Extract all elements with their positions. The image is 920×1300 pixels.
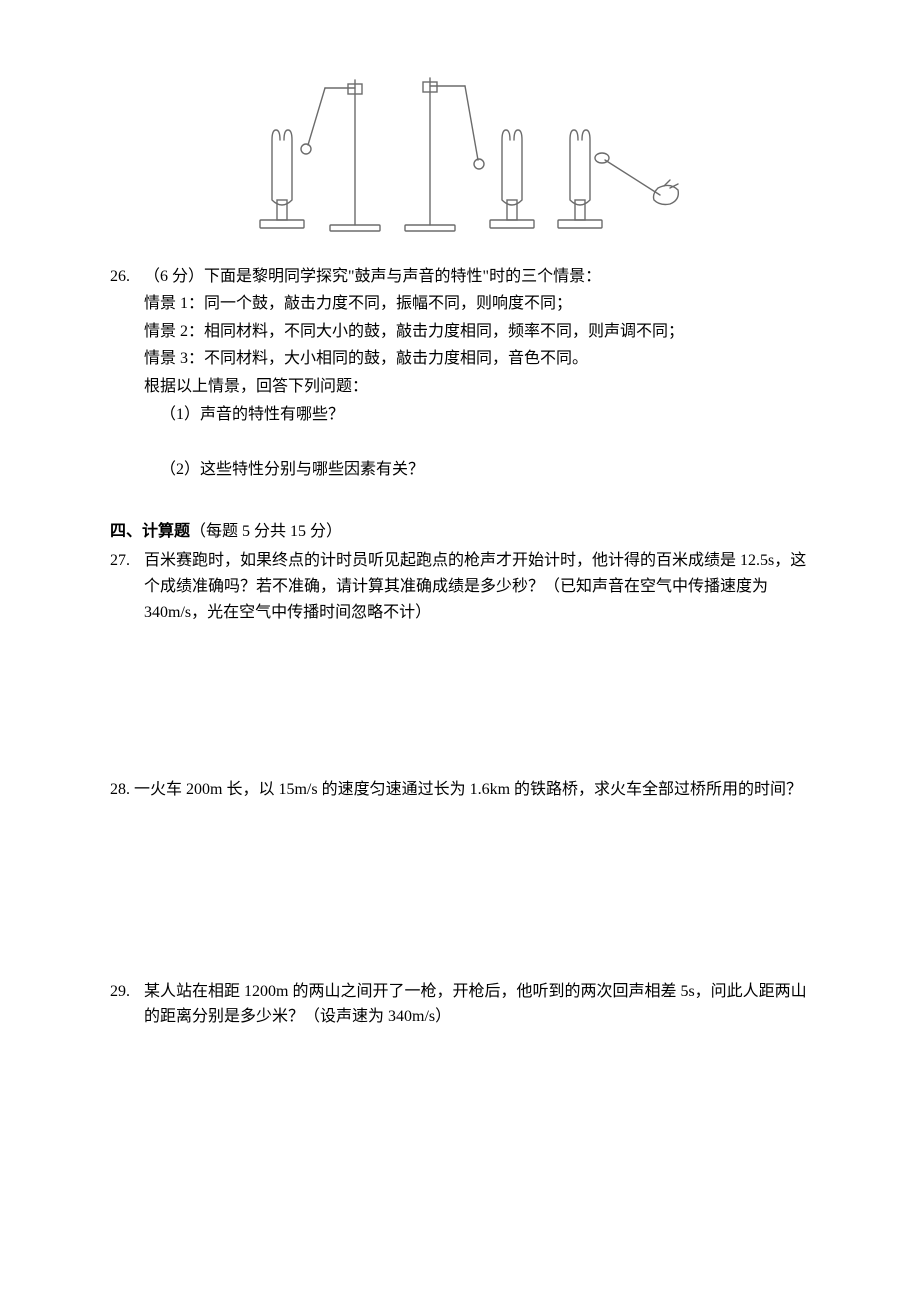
- question-27: 27. 百米赛跑时，如果终点的计时员听见起跑点的枪声才开始计时，他计得的百米成绩…: [110, 548, 810, 627]
- answer-space: [110, 805, 810, 975]
- q26-scene3: 情景 3：不同材料，大小相同的鼓，敲击力度相同，音色不同。: [144, 346, 810, 372]
- question-number: 27.: [110, 548, 144, 574]
- page: 26. （6 分）下面是黎明同学探究"鼓声与声音的特性"时的三个情景： 情景 1…: [0, 0, 920, 1092]
- question-28: 28. 一火车 200m 长，以 15m/s 的速度匀速通过长为 1.6km 的…: [110, 777, 810, 803]
- question-body: （6 分）下面是黎明同学探究"鼓声与声音的特性"时的三个情景： 情景 1：同一个…: [144, 264, 810, 485]
- q27-text: 百米赛跑时，如果终点的计时员听见起跑点的枪声才开始计时，他计得的百米成绩是 12…: [144, 548, 810, 625]
- question-29: 29. 某人站在相距 1200m 的两山之间开了一枪，开枪后，他听到的两次回声相…: [110, 979, 810, 1032]
- question-body: 某人站在相距 1200m 的两山之间开了一枪，开枪后，他听到的两次回声相差 5s…: [144, 979, 810, 1032]
- section-4-label: 四、计算题: [110, 523, 190, 540]
- q26-lead: （6 分）下面是黎明同学探究"鼓声与声音的特性"时的三个情景：: [144, 264, 810, 290]
- question-body: 百米赛跑时，如果终点的计时员听见起跑点的枪声才开始计时，他计得的百米成绩是 12…: [144, 548, 810, 627]
- question-number: 26.: [110, 264, 144, 290]
- q26-prompt: 根据以上情景，回答下列问题：: [144, 374, 810, 400]
- tuning-fork-svg: [240, 70, 680, 245]
- q28-text: 一火车 200m 长，以 15m/s 的速度匀速通过长为 1.6km 的铁路桥，…: [134, 781, 802, 798]
- answer-space: [110, 627, 810, 777]
- q29-text: 某人站在相距 1200m 的两山之间开了一枪，开枪后，他听到的两次回声相差 5s…: [144, 979, 810, 1030]
- section-4-title: 四、计算题（每题 5 分共 15 分）: [110, 519, 810, 545]
- q26-scene2: 情景 2：相同材料，不同大小的鼓，敲击力度相同，频率不同，则声调不同；: [144, 319, 810, 345]
- q26-part1: （1）声音的特性有哪些？: [144, 402, 810, 428]
- tuning-fork-diagram: [110, 70, 810, 254]
- section-4-points: （每题 5 分共 15 分）: [190, 523, 342, 540]
- q26-part2: （2）这些特性分别与哪些因素有关？: [144, 457, 810, 483]
- answer-space: [144, 429, 810, 457]
- question-number: 29.: [110, 979, 144, 1005]
- question-26: 26. （6 分）下面是黎明同学探究"鼓声与声音的特性"时的三个情景： 情景 1…: [110, 264, 810, 485]
- question-number: 28.: [110, 781, 130, 798]
- q26-scene1: 情景 1：同一个鼓，敲击力度不同，振幅不同，则响度不同；: [144, 291, 810, 317]
